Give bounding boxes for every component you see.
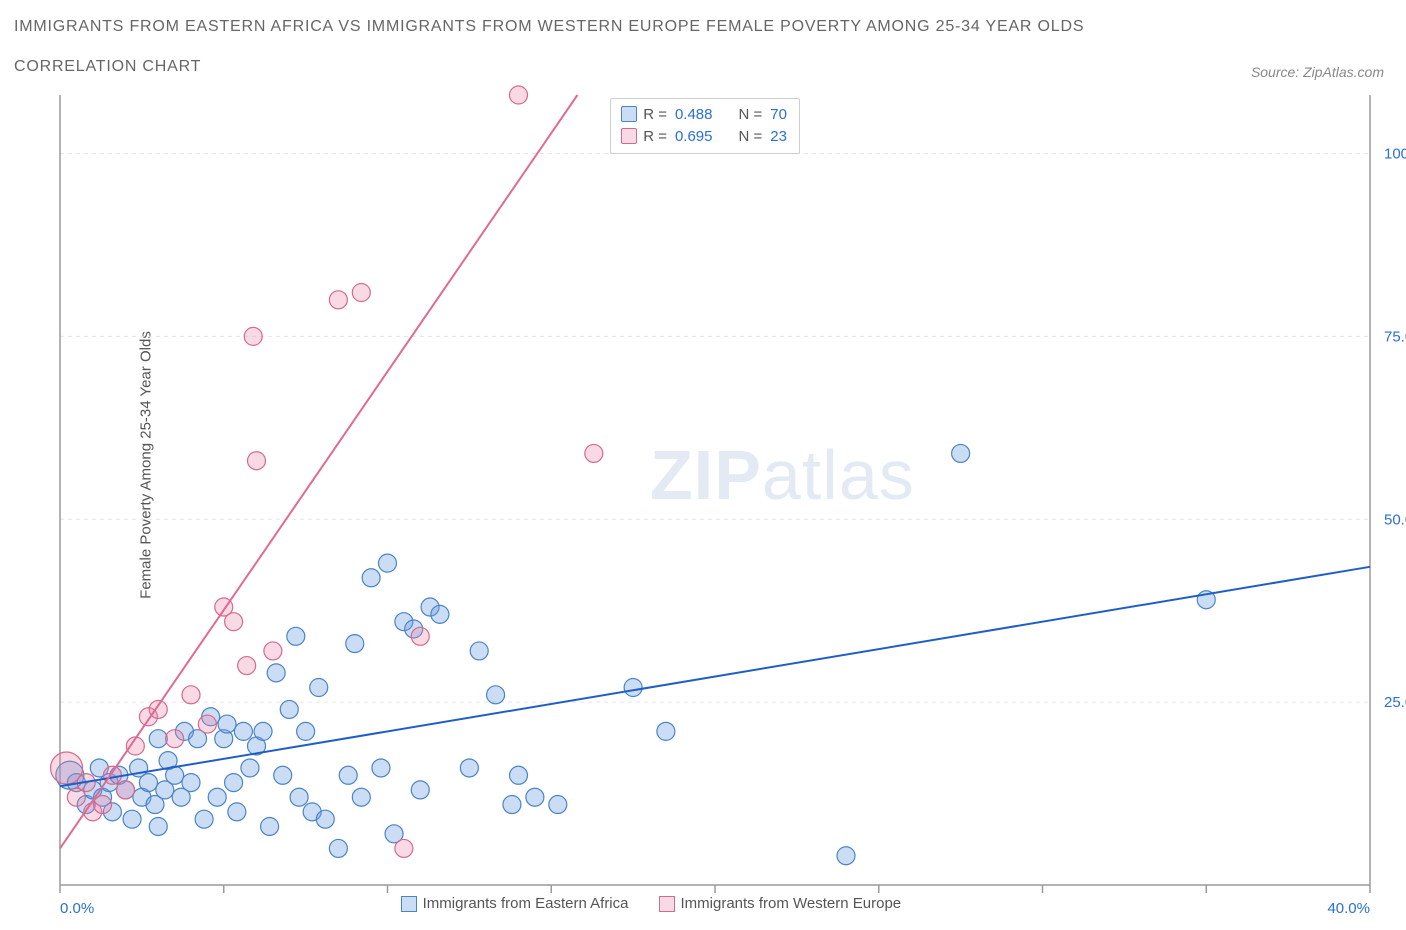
series-name: Immigrants from Western Europe (681, 895, 902, 912)
chart-container: IMMIGRANTS FROM EASTERN AFRICA VS IMMIGR… (0, 0, 1406, 930)
plot-area: 0.0%40.0%25.0%50.0%75.0%100.0% ZIPatlas … (60, 95, 1370, 885)
svg-text:100.0%: 100.0% (1384, 146, 1406, 163)
chart-title-line2: CORRELATION CHART (14, 58, 201, 76)
legend-stat-row: R = 0.488 N = 70 (621, 103, 789, 125)
legend-swatch (659, 896, 675, 912)
svg-text:0.0%: 0.0% (60, 900, 94, 917)
legend-n-value: 23 (770, 128, 787, 145)
legend-stat-row: R = 0.695 N = 23 (621, 125, 789, 147)
series-legend-item: Immigrants from Western Europe (659, 895, 902, 912)
source-attribution: Source: ZipAtlas.com (1251, 64, 1384, 80)
legend-swatch (401, 896, 417, 912)
svg-text:75.0%: 75.0% (1384, 328, 1406, 345)
svg-text:25.0%: 25.0% (1384, 694, 1406, 711)
chart-title-line1: IMMIGRANTS FROM EASTERN AFRICA VS IMMIGR… (14, 18, 1084, 36)
legend-n-label: N = (739, 106, 763, 123)
legend-n-value: 70 (770, 106, 787, 123)
series-legend-item: Immigrants from Eastern Africa (401, 895, 629, 912)
legend-r-value: 0.488 (675, 106, 713, 123)
legend-r-label: R = (643, 128, 667, 145)
scatter-svg: 0.0%40.0%25.0%50.0%75.0%100.0% (60, 95, 1370, 925)
legend-r-label: R = (643, 106, 667, 123)
series-name: Immigrants from Eastern Africa (423, 895, 629, 912)
legend-r-value: 0.695 (675, 128, 713, 145)
series-legend: Immigrants from Eastern Africa Immigrants… (401, 895, 902, 912)
legend-swatch (621, 106, 637, 122)
legend-swatch (621, 128, 637, 144)
svg-text:50.0%: 50.0% (1384, 511, 1406, 528)
legend-n-label: N = (739, 128, 763, 145)
svg-text:40.0%: 40.0% (1327, 900, 1370, 917)
correlation-stats-legend: R = 0.488 N = 70 R = 0.695 N = 23 (610, 98, 800, 154)
